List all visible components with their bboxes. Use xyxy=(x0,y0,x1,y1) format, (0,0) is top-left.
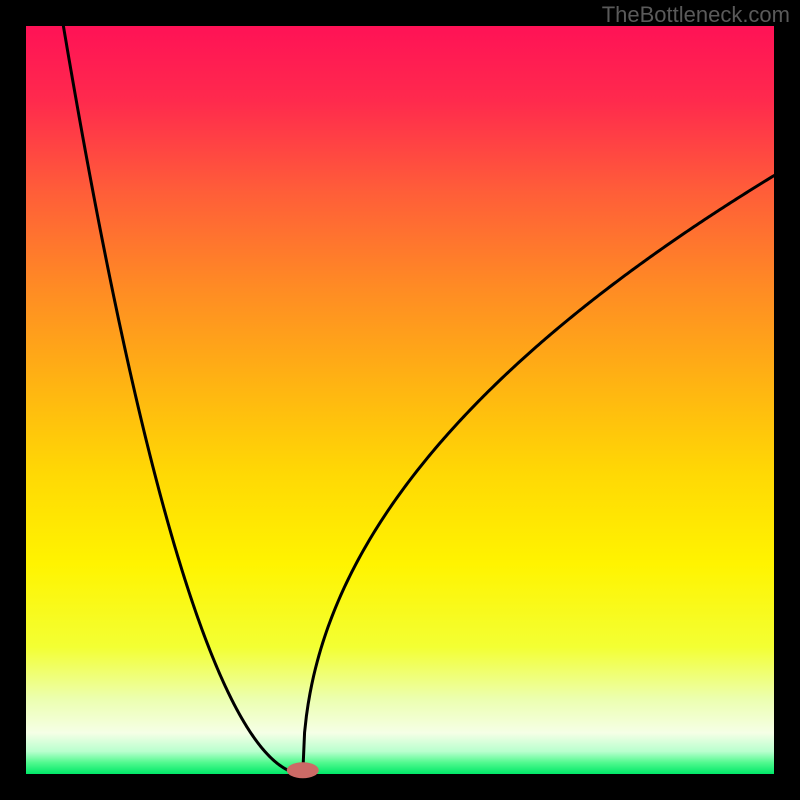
watermark-text: TheBottleneck.com xyxy=(602,2,790,28)
optimal-point-marker xyxy=(287,762,319,778)
chart-background-gradient xyxy=(26,26,774,774)
chart-container: TheBottleneck.com xyxy=(0,0,800,800)
bottleneck-chart xyxy=(0,0,800,800)
